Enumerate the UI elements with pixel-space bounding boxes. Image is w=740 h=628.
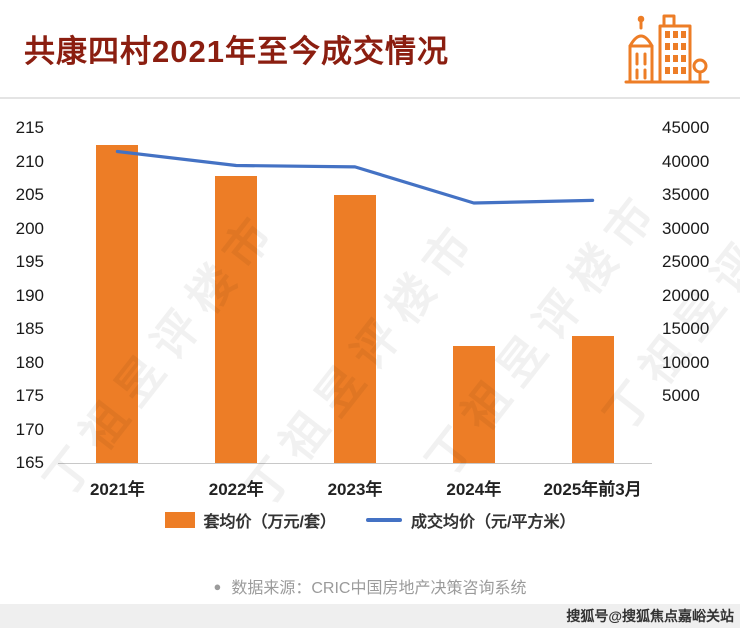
x-axis: 2021年 2022年 2023年 2024年 2025年前3月 [58, 475, 652, 505]
bar-2023年 [334, 195, 376, 463]
right-axis-tick: 5000 [662, 386, 700, 405]
left-axis-tick: 210 [15, 151, 44, 171]
right-axis-tick: 15000 [662, 319, 710, 338]
line-series [115, 149, 595, 205]
header: 共康四村2021年至今成交情况 [0, 0, 740, 99]
x-axis-label: 2023年 [327, 480, 383, 499]
left-axis-tick: 215 [15, 118, 44, 137]
bar-2025年前3月 [571, 335, 614, 463]
city-buildings-icon [624, 14, 710, 84]
legend-item: 套均价（万元/套） [164, 508, 336, 532]
chart: 215 210 205 200 195 190 185 180 175 170 165 45000 4… [0, 118, 740, 499]
left-axis: 215 210 205 200 195 190 185 180 175 170 165 [0, 118, 50, 472]
left-axis-tick: 205 [15, 185, 44, 204]
legend-item: 成交均价（元/平方米） [366, 508, 575, 532]
left-axis-tick: 185 [15, 319, 44, 338]
left-axis-tick: 200 [15, 218, 44, 238]
right-axis-tick: 40000 [662, 151, 710, 171]
legend-label: 成交均价（元/平方米） [411, 514, 576, 531]
right-axis-tick: 25000 [662, 252, 710, 271]
right-axis-tick: 35000 [662, 185, 710, 204]
legend-bar-swatch-icon [164, 512, 195, 528]
x-axis-label: 2024年 [446, 480, 502, 499]
left-axis-tick: 170 [15, 419, 44, 439]
left-axis-tick: 195 [15, 252, 44, 271]
plot-area [58, 128, 652, 464]
left-axis-tick: 165 [15, 453, 44, 472]
footer-watermark-bar: 搜狐号@搜狐焦点嘉峪关站 [0, 604, 740, 628]
source-bullet-icon: ● [213, 578, 222, 594]
source-row: ● 数据来源：CRIC中国房地产决策咨询系统 [0, 574, 740, 598]
x-axis-label: 2022年 [208, 480, 264, 499]
bar-2024年 [452, 345, 495, 463]
right-axis-tick: 45000 [662, 118, 710, 137]
x-axis-label: 2025年前3月 [543, 480, 642, 499]
left-axis-tick: 180 [15, 352, 44, 372]
right-axis-tick: 10000 [662, 352, 710, 372]
right-axis-tick: 20000 [662, 285, 710, 305]
left-axis-tick: 175 [15, 386, 44, 405]
legend: 套均价（万元/套） 成交均价（元/平方米） [0, 508, 740, 532]
right-axis: 45000 40000 35000 30000 25000 20000 15000 10000… [662, 118, 738, 463]
right-axis-tick: 30000 [662, 218, 710, 238]
footer-watermark-text: 搜狐号@搜狐焦点嘉峪关站 [566, 608, 734, 624]
legend-line-swatch-icon [366, 518, 402, 522]
x-axis-label: 2021年 [89, 480, 145, 499]
page-title: 共康四村2021年至今成交情况 [24, 34, 449, 69]
source-text: 数据来源：CRIC中国房地产决策咨询系统 [231, 580, 527, 597]
bar-2021年 [96, 144, 139, 463]
legend-label: 套均价（万元/套） [203, 514, 336, 531]
bar-2022年 [215, 176, 258, 463]
left-axis-tick: 190 [15, 285, 44, 305]
